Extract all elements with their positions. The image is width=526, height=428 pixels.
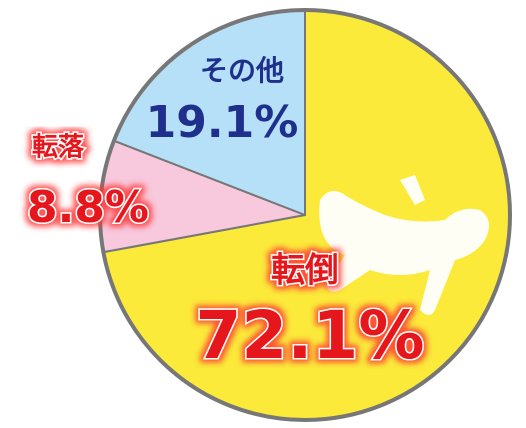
labels: 転倒 72.1% 転落 8.8% その他 19.1%: [25, 54, 426, 376]
value-label: 72.1%: [196, 297, 425, 374]
pie: [98, 8, 512, 422]
pie-outline: [98, 8, 512, 422]
category-label: 転倒: [271, 251, 339, 291]
category-label: 転落: [32, 133, 85, 163]
category-label: その他: [200, 54, 284, 87]
value-label: 19.1%: [146, 97, 299, 148]
value-label: 8.8%: [27, 182, 149, 233]
figure-silhouette: [319, 175, 489, 315]
